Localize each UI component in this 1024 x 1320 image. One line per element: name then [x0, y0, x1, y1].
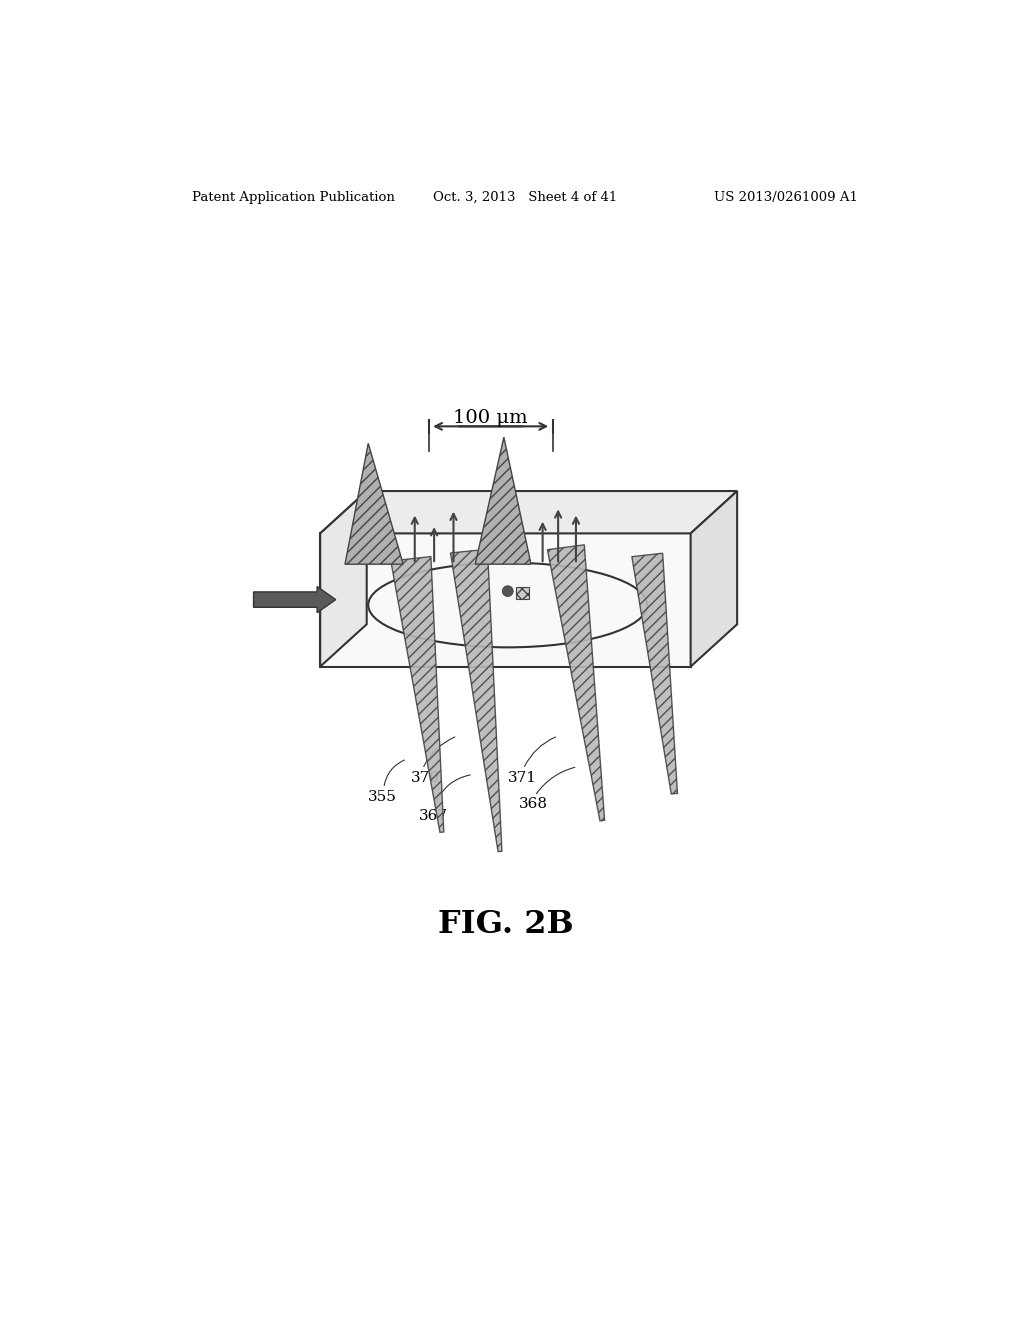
- Polygon shape: [321, 491, 737, 533]
- Polygon shape: [690, 491, 737, 667]
- Text: 368: 368: [519, 797, 549, 812]
- Polygon shape: [451, 549, 502, 851]
- Text: 100 μm: 100 μm: [454, 409, 528, 428]
- Text: 370: 370: [411, 771, 440, 784]
- Polygon shape: [515, 586, 529, 599]
- Polygon shape: [475, 437, 531, 564]
- Polygon shape: [321, 491, 367, 667]
- Text: Patent Application Publication: Patent Application Publication: [191, 191, 394, 203]
- Polygon shape: [548, 545, 604, 821]
- Text: FIG. 2B: FIG. 2B: [438, 909, 574, 940]
- Text: Oct. 3, 2013   Sheet 4 of 41: Oct. 3, 2013 Sheet 4 of 41: [433, 191, 616, 203]
- Polygon shape: [321, 533, 690, 667]
- Polygon shape: [632, 553, 678, 795]
- Polygon shape: [391, 557, 443, 833]
- Text: 355: 355: [369, 789, 397, 804]
- Text: 371: 371: [508, 771, 537, 784]
- FancyArrow shape: [254, 586, 336, 612]
- Text: US 2013/0261009 A1: US 2013/0261009 A1: [714, 191, 858, 203]
- Polygon shape: [345, 444, 403, 564]
- Text: 367: 367: [419, 809, 447, 824]
- Circle shape: [503, 586, 513, 597]
